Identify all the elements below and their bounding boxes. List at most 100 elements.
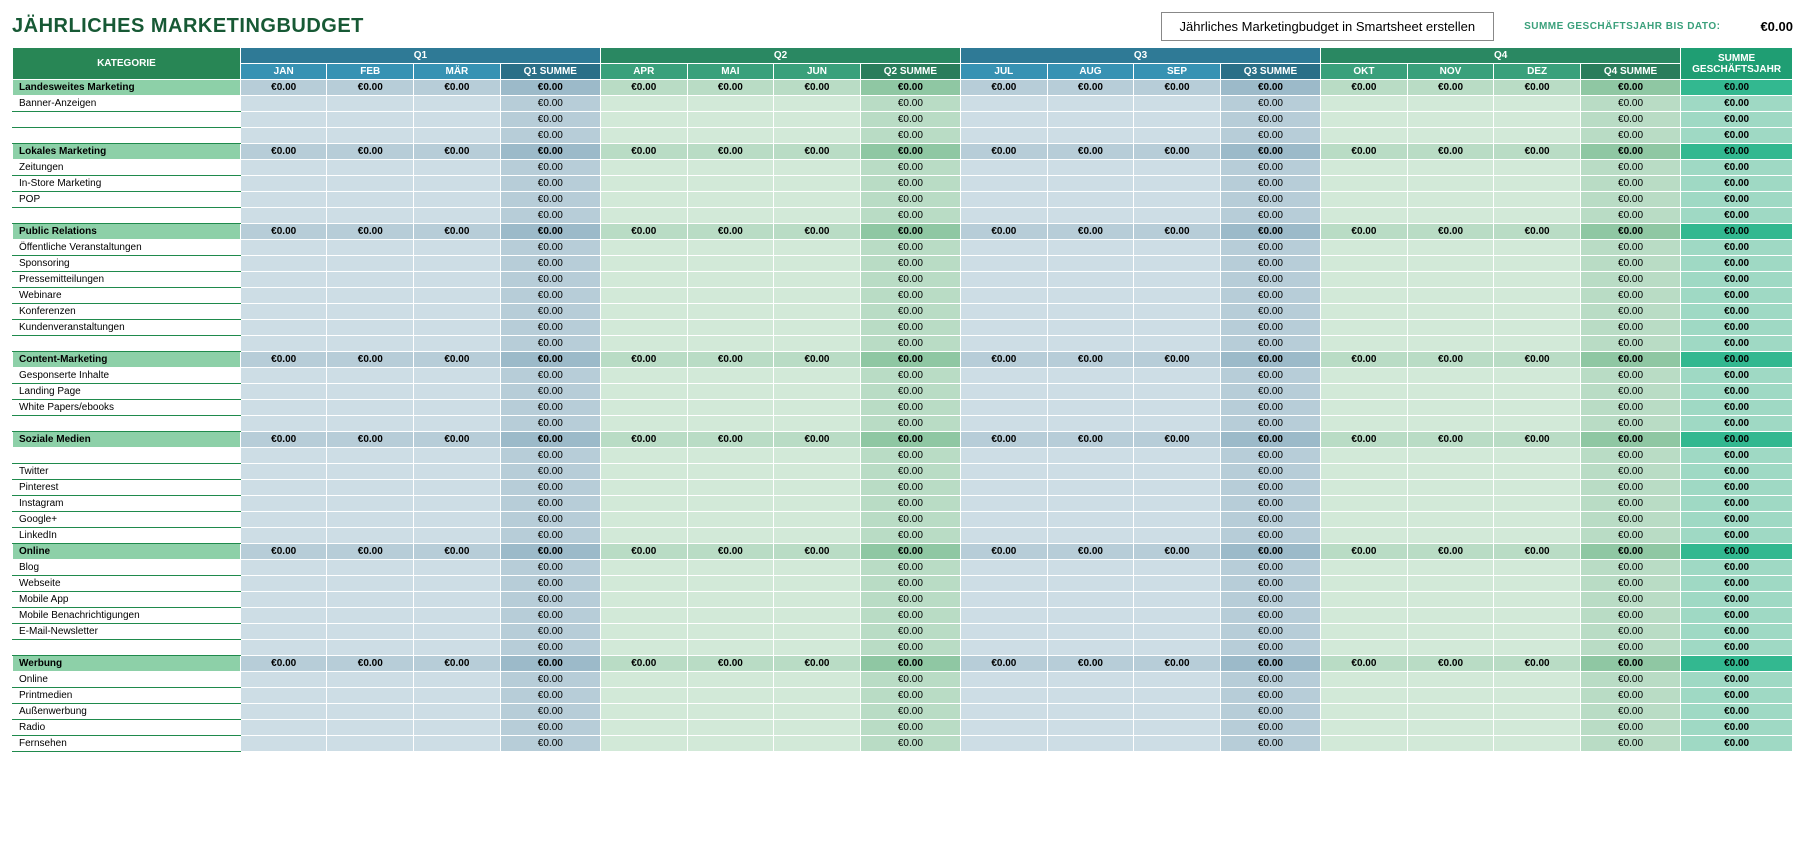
cell[interactable]: [1134, 112, 1221, 128]
cell[interactable]: [961, 384, 1048, 400]
cell[interactable]: [600, 688, 687, 704]
cell[interactable]: [240, 704, 327, 720]
cell[interactable]: [1494, 368, 1581, 384]
cell[interactable]: [240, 416, 327, 432]
cell[interactable]: [414, 528, 501, 544]
cell[interactable]: [414, 400, 501, 416]
cell[interactable]: [240, 592, 327, 608]
cell[interactable]: [961, 672, 1048, 688]
item-label[interactable]: Mobile App: [13, 592, 241, 608]
cell[interactable]: [414, 448, 501, 464]
cell[interactable]: [1494, 192, 1581, 208]
cell[interactable]: €0.00: [1407, 80, 1494, 96]
cell[interactable]: [1407, 176, 1494, 192]
cell[interactable]: [1047, 272, 1134, 288]
cell[interactable]: [961, 640, 1048, 656]
cell[interactable]: [1321, 736, 1408, 752]
cell[interactable]: [1407, 608, 1494, 624]
cell[interactable]: €0.00: [1321, 544, 1408, 560]
cell[interactable]: [774, 272, 861, 288]
cell[interactable]: [1494, 512, 1581, 528]
cell[interactable]: [1321, 624, 1408, 640]
cell[interactable]: €0.00: [1494, 544, 1581, 560]
cell[interactable]: [774, 688, 861, 704]
cell[interactable]: €0.00: [961, 544, 1048, 560]
cell[interactable]: [1047, 416, 1134, 432]
cell[interactable]: €0.00: [687, 432, 774, 448]
cell[interactable]: [961, 400, 1048, 416]
cell[interactable]: [774, 720, 861, 736]
cell[interactable]: [1321, 208, 1408, 224]
cell[interactable]: [1494, 624, 1581, 640]
cell[interactable]: €0.00: [1407, 144, 1494, 160]
cell[interactable]: €0.00: [327, 656, 414, 672]
item-label[interactable]: Blog: [13, 560, 241, 576]
cell[interactable]: [774, 208, 861, 224]
cell[interactable]: [1407, 704, 1494, 720]
cell[interactable]: [1321, 464, 1408, 480]
cell[interactable]: [687, 608, 774, 624]
item-label[interactable]: Pressemitteilungen: [13, 272, 241, 288]
cell[interactable]: [240, 528, 327, 544]
cell[interactable]: [600, 560, 687, 576]
cell[interactable]: [961, 320, 1048, 336]
cell[interactable]: €0.00: [961, 432, 1048, 448]
cell[interactable]: €0.00: [327, 352, 414, 368]
cell[interactable]: [961, 448, 1048, 464]
cell[interactable]: [327, 336, 414, 352]
cell[interactable]: €0.00: [327, 432, 414, 448]
cell[interactable]: [240, 384, 327, 400]
cell[interactable]: [1134, 304, 1221, 320]
cell[interactable]: [687, 464, 774, 480]
cell[interactable]: [687, 192, 774, 208]
item-label[interactable]: Radio: [13, 720, 241, 736]
cell[interactable]: [1047, 624, 1134, 640]
cell[interactable]: [1321, 416, 1408, 432]
cell[interactable]: [1134, 704, 1221, 720]
cell[interactable]: [1134, 160, 1221, 176]
cell[interactable]: [327, 320, 414, 336]
cell[interactable]: €0.00: [1321, 432, 1408, 448]
cell[interactable]: [600, 272, 687, 288]
cell[interactable]: [600, 176, 687, 192]
cell[interactable]: [1407, 240, 1494, 256]
cell[interactable]: [774, 416, 861, 432]
cell[interactable]: [1321, 496, 1408, 512]
cell[interactable]: [774, 192, 861, 208]
cell[interactable]: €0.00: [1047, 352, 1134, 368]
cell[interactable]: [687, 640, 774, 656]
cell[interactable]: [240, 400, 327, 416]
cell[interactable]: €0.00: [1047, 544, 1134, 560]
cell[interactable]: [1047, 288, 1134, 304]
cell[interactable]: [687, 560, 774, 576]
cell[interactable]: €0.00: [774, 224, 861, 240]
cell[interactable]: [774, 288, 861, 304]
item-label[interactable]: [13, 208, 241, 224]
cell[interactable]: [1134, 96, 1221, 112]
cell[interactable]: [1134, 336, 1221, 352]
cell[interactable]: [240, 192, 327, 208]
cell[interactable]: [1407, 464, 1494, 480]
cell[interactable]: [1321, 112, 1408, 128]
item-label[interactable]: Konferenzen: [13, 304, 241, 320]
cell[interactable]: [240, 336, 327, 352]
cell[interactable]: [687, 480, 774, 496]
cell[interactable]: [774, 128, 861, 144]
cell[interactable]: [1047, 240, 1134, 256]
cell[interactable]: [600, 448, 687, 464]
cell[interactable]: €0.00: [240, 544, 327, 560]
cell[interactable]: [1494, 720, 1581, 736]
cell[interactable]: [1494, 528, 1581, 544]
cell[interactable]: [414, 608, 501, 624]
cell[interactable]: [1134, 672, 1221, 688]
cell[interactable]: [687, 176, 774, 192]
cell[interactable]: [687, 128, 774, 144]
cell[interactable]: [600, 256, 687, 272]
cell[interactable]: [327, 464, 414, 480]
cell[interactable]: [961, 208, 1048, 224]
cell[interactable]: €0.00: [240, 352, 327, 368]
cell[interactable]: [1494, 240, 1581, 256]
item-label[interactable]: In-Store Marketing: [13, 176, 241, 192]
cell[interactable]: [414, 128, 501, 144]
cell[interactable]: [240, 576, 327, 592]
